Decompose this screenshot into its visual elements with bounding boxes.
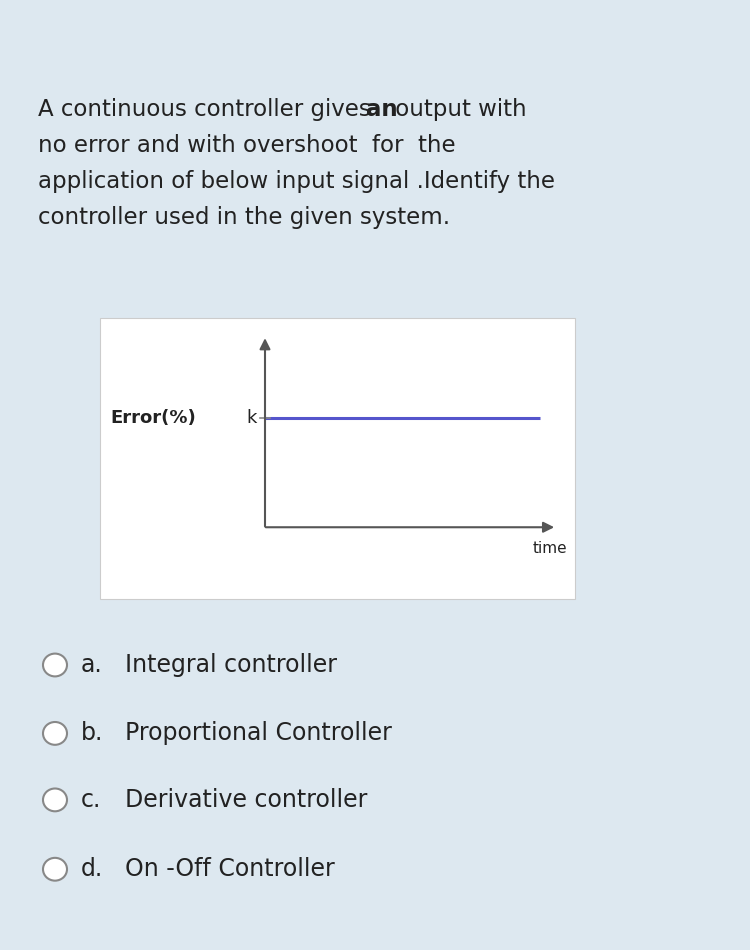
Text: b.: b.	[81, 721, 104, 746]
Text: controller used in the given system.: controller used in the given system.	[38, 206, 450, 229]
Text: application of below input signal .Identify the: application of below input signal .Ident…	[38, 170, 555, 193]
Text: Proportional Controller: Proportional Controller	[125, 721, 392, 746]
Text: On -Off Controller: On -Off Controller	[125, 857, 335, 882]
Text: no error and with overshoot  for  the: no error and with overshoot for the	[38, 134, 455, 157]
Text: output with: output with	[388, 98, 526, 121]
Circle shape	[43, 788, 67, 811]
Text: k: k	[247, 409, 257, 427]
Text: Error(%): Error(%)	[110, 409, 196, 427]
Text: A continuous controller gives: A continuous controller gives	[38, 98, 378, 121]
Text: d.: d.	[81, 857, 104, 882]
Text: c.: c.	[81, 788, 101, 812]
Circle shape	[43, 858, 67, 881]
Text: an: an	[366, 98, 398, 121]
Text: Integral controller: Integral controller	[125, 653, 337, 677]
Text: a.: a.	[81, 653, 103, 677]
Circle shape	[43, 722, 67, 745]
FancyBboxPatch shape	[100, 318, 575, 598]
Text: time: time	[532, 541, 567, 556]
Circle shape	[43, 654, 67, 676]
Text: Derivative controller: Derivative controller	[125, 788, 368, 812]
